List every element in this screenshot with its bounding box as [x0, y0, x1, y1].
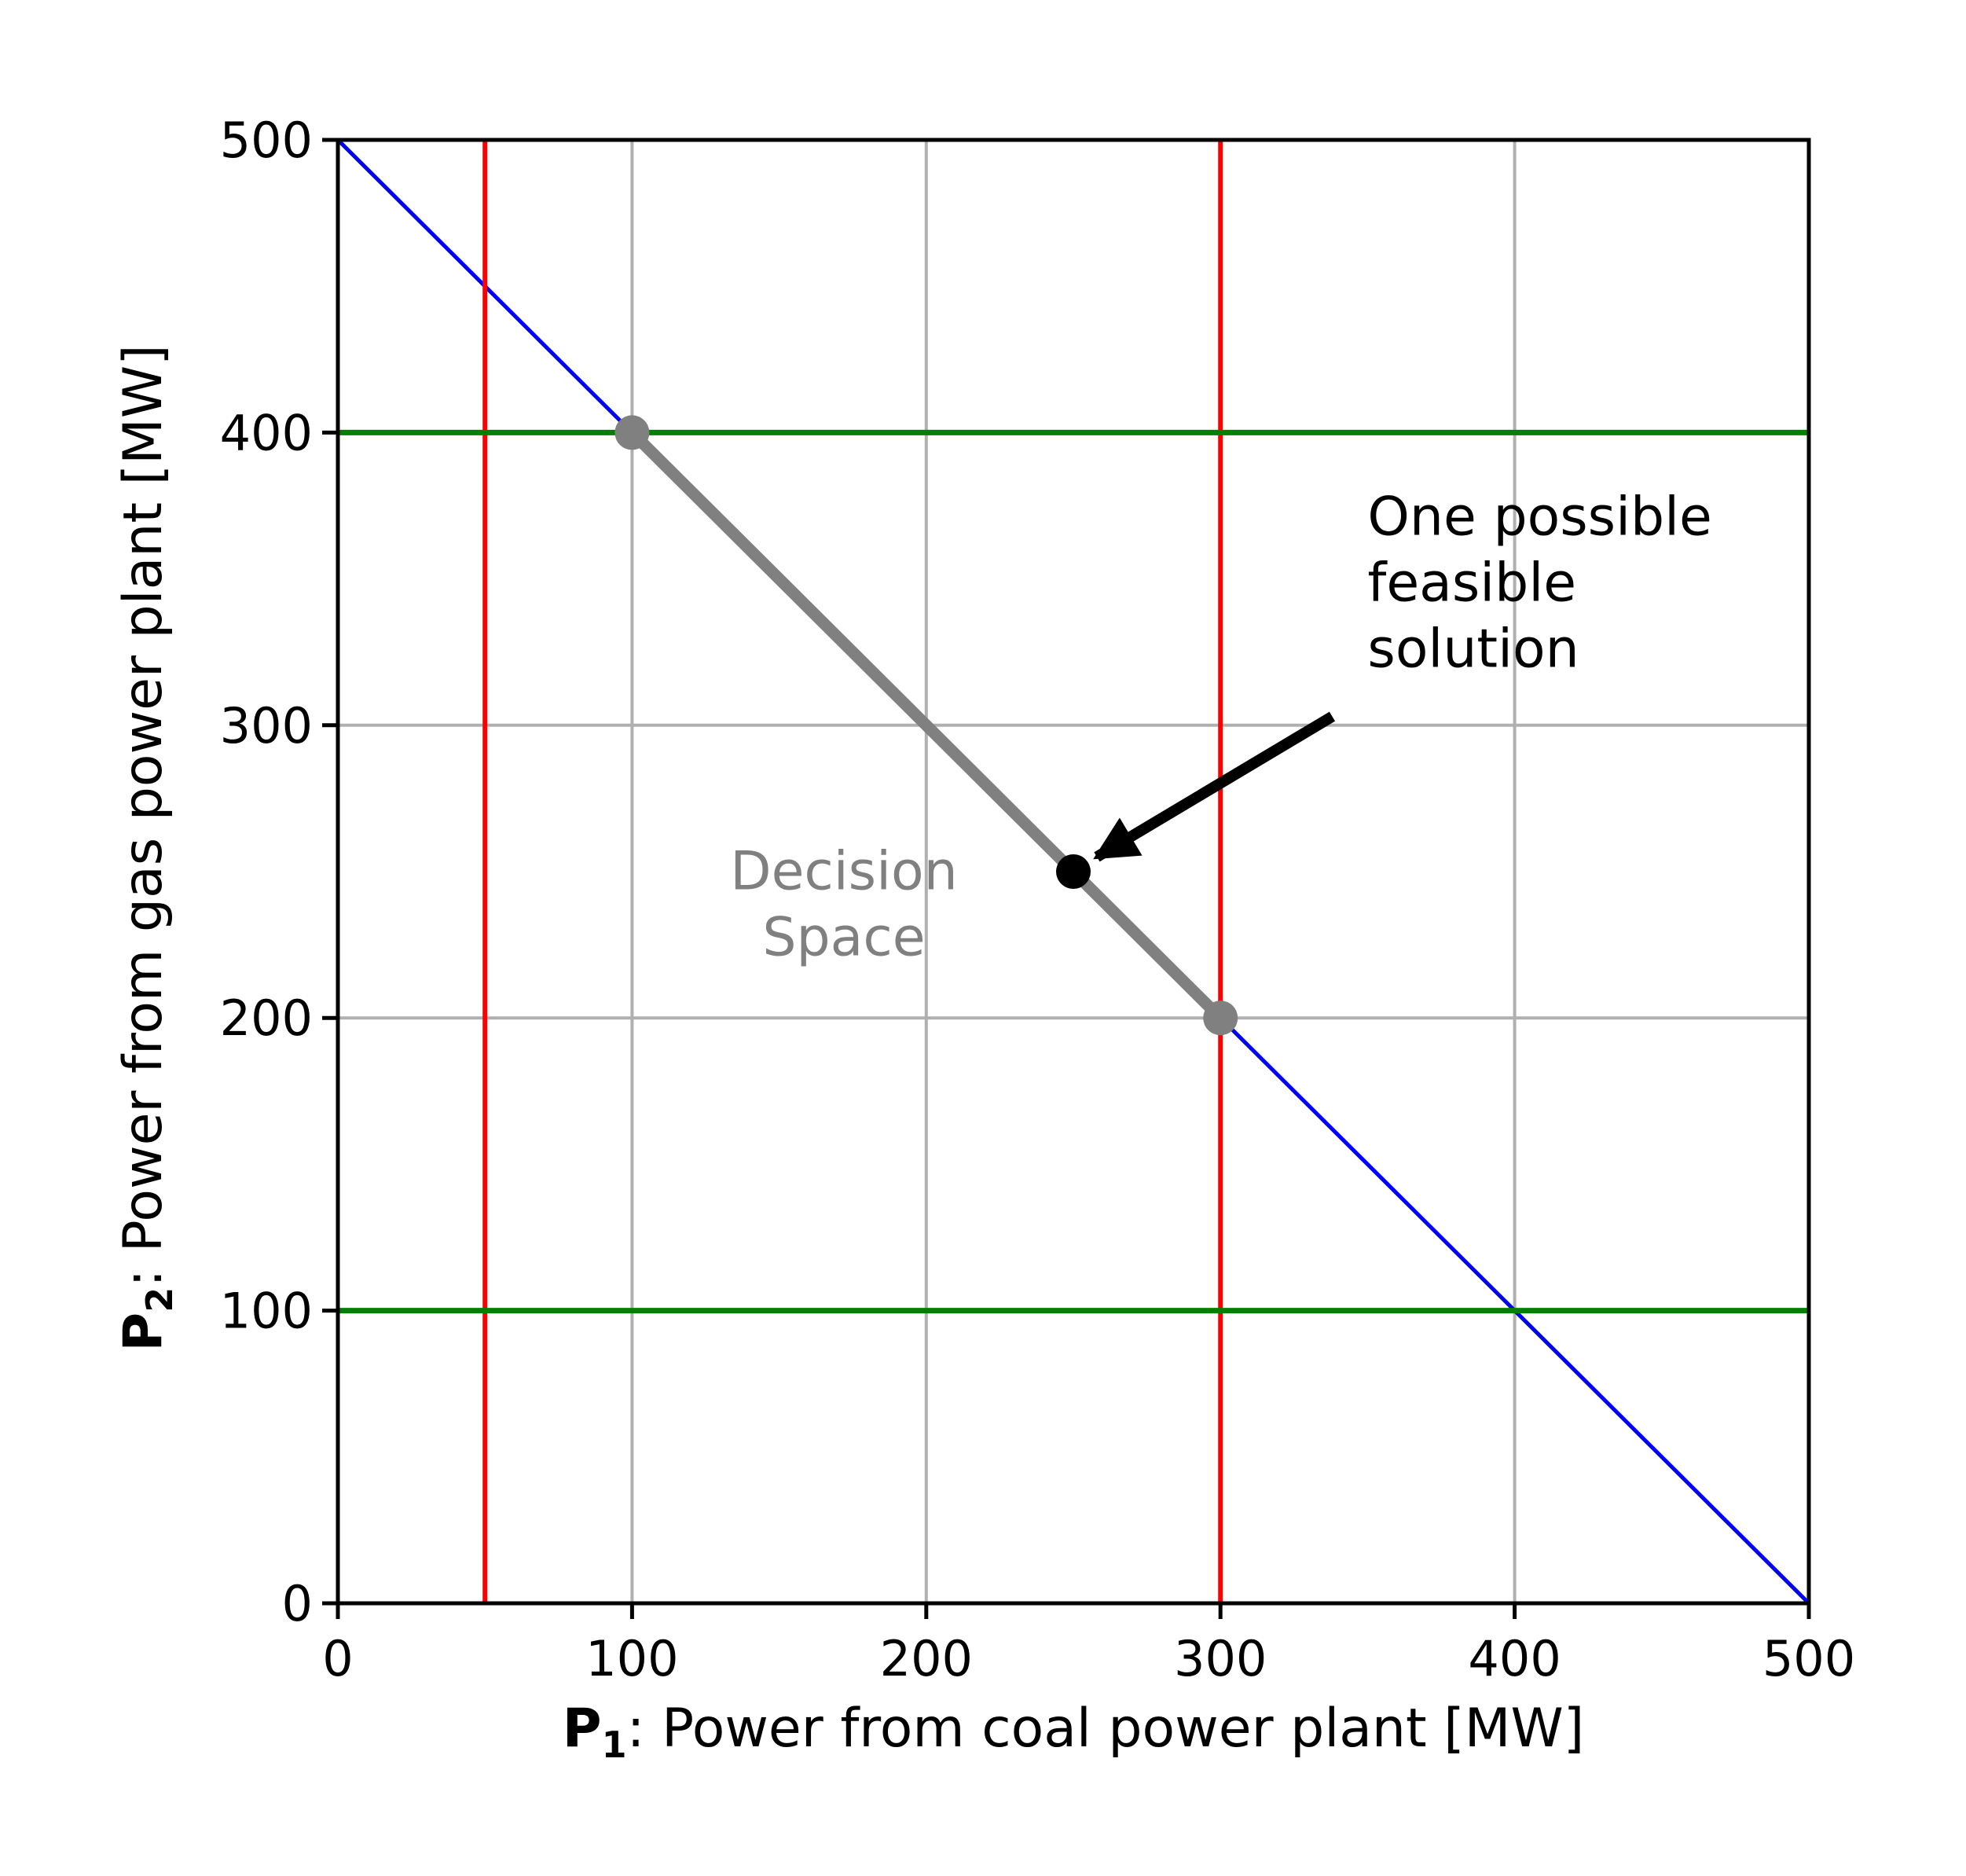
annotation-line: feasible	[1367, 553, 1576, 615]
y-axis-label-subscript: 2	[138, 1287, 181, 1312]
feasible-endpoint	[1203, 1000, 1238, 1036]
annotation-line: Decision	[730, 840, 958, 902]
annotations: One possible feasible solution Decision Spac…	[730, 486, 1712, 969]
x-tick-label: 0	[322, 1630, 353, 1687]
y-axis-label-symbol: P	[112, 1312, 174, 1352]
solution-annotation: One possible feasible solution	[1367, 486, 1711, 681]
marker-layer	[614, 415, 1238, 1036]
x-tick-label: 200	[880, 1630, 973, 1687]
x-tick-label: 100	[585, 1630, 678, 1687]
x-axis-label-subscript: 1	[602, 1724, 627, 1766]
y-tick-label: 400	[220, 404, 313, 461]
annotation-line: solution	[1367, 619, 1579, 681]
y-tick-label: 500	[220, 112, 313, 169]
y-axis-label-text: : Power from gas power plant [MW]	[112, 344, 174, 1287]
feasible-endpoint	[614, 415, 650, 450]
x-tick-label: 300	[1174, 1630, 1267, 1687]
y-tick-label: 0	[282, 1575, 313, 1632]
x-axis-label-text: : Power from coal power plant [MW]	[627, 1698, 1585, 1760]
y-tick-label: 300	[220, 697, 313, 754]
feasible-solution-point	[1056, 854, 1091, 889]
feasible-segment	[628, 428, 1225, 1022]
x-tick-label: 400	[1468, 1630, 1561, 1687]
axis-ticks: 0 100 200 300 400 500 0 100 200 300 400 500	[220, 112, 1856, 1687]
annotation-arrow	[1093, 711, 1336, 862]
annotation-line: Space	[762, 906, 925, 968]
decision-space-label: Decision Space	[730, 840, 958, 968]
y-axis-label: P2: Power from gas power plant [MW]	[112, 344, 181, 1351]
plot-frame	[336, 138, 1811, 1606]
annotation-line: One possible	[1367, 486, 1711, 549]
y-tick-label: 100	[220, 1283, 313, 1340]
x-tick-label: 500	[1762, 1630, 1855, 1687]
x-axis-label-symbol: P	[563, 1698, 602, 1760]
y-tick-label: 200	[220, 989, 313, 1047]
x-axis-label: P1: Power from coal power plant [MW]	[563, 1698, 1584, 1766]
